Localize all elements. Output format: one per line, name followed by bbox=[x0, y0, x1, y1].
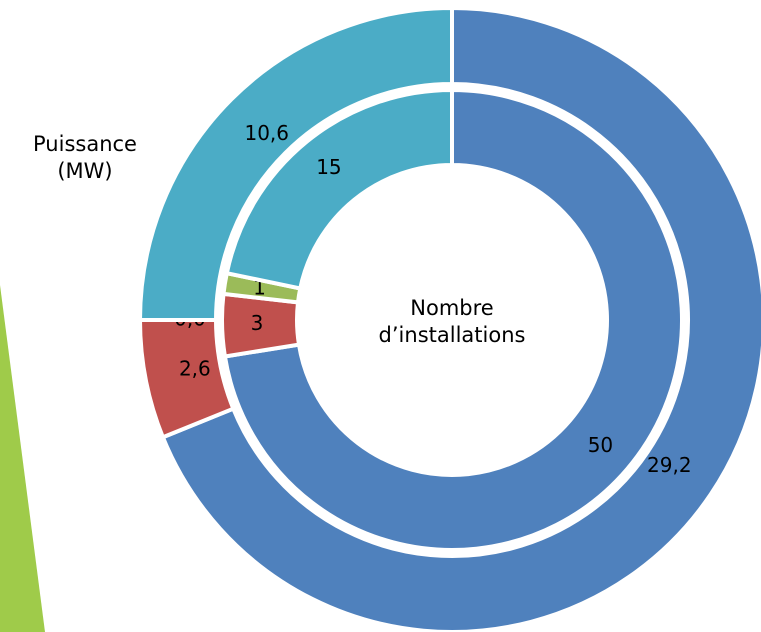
slice bbox=[137, 5, 454, 322]
data-label: 29,2 bbox=[647, 453, 692, 477]
series-name: Nombre d’installations bbox=[378, 296, 526, 347]
decoration bbox=[0, 285, 45, 632]
data-label: 2,6 bbox=[179, 357, 211, 381]
slice bbox=[224, 87, 454, 291]
data-label: 50 bbox=[588, 433, 613, 457]
data-label: 10,6 bbox=[244, 121, 289, 145]
data-label: 3 bbox=[251, 311, 264, 335]
slice bbox=[160, 5, 761, 632]
series-name: Puissance (MW) bbox=[33, 132, 137, 183]
data-label: 15 bbox=[316, 155, 341, 179]
slice bbox=[222, 87, 684, 552]
